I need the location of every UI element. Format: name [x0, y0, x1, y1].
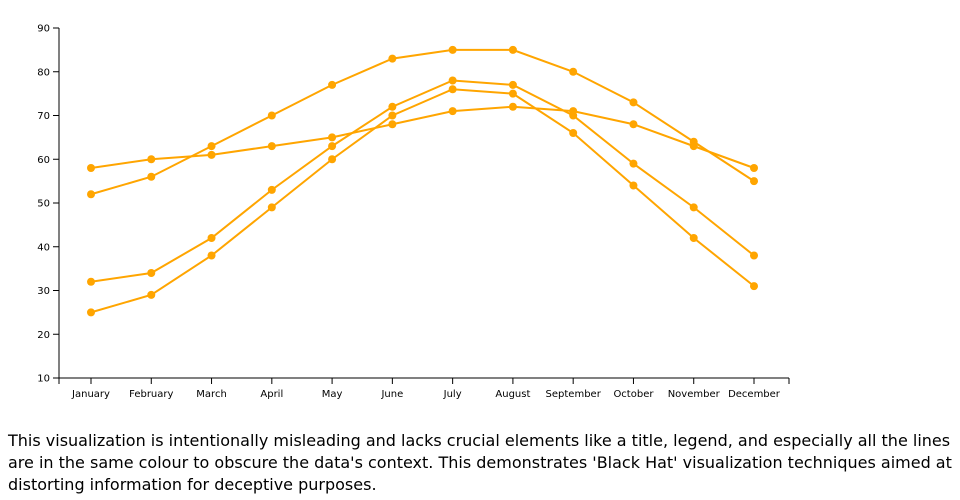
data-point [207, 251, 216, 260]
data-point [448, 76, 457, 85]
x-tick-label: November [668, 389, 721, 400]
data-point [147, 269, 156, 277]
x-tick-label: May [322, 389, 343, 400]
x-tick: November [668, 378, 721, 400]
data-point [207, 234, 216, 242]
y-tick-label: 30 [37, 286, 50, 297]
data-point [388, 111, 397, 120]
data-point [147, 155, 156, 164]
y-tick-label: 20 [37, 330, 50, 341]
x-tick-label: January [71, 389, 110, 400]
data-point [267, 203, 276, 212]
y-tick: 50 [37, 199, 59, 210]
data-point [569, 129, 578, 137]
data-point [750, 177, 758, 186]
data-point [689, 234, 698, 242]
x-tick: May [322, 378, 343, 400]
y-tick-label: 40 [37, 242, 50, 253]
y-tick-label: 80 [37, 67, 50, 78]
x-tick-label: December [728, 389, 781, 400]
series-2 [87, 102, 758, 172]
data-point [388, 120, 397, 129]
x-tick-label: October [613, 389, 654, 400]
y-tick: 60 [37, 155, 59, 166]
data-point [328, 142, 337, 151]
x-tick: January [71, 378, 110, 400]
data-point [267, 142, 276, 151]
x-tick: December [728, 378, 781, 400]
y-tick: 70 [37, 111, 59, 122]
data-point [629, 181, 638, 190]
x-tick-label: August [495, 389, 530, 400]
data-point [629, 159, 638, 168]
data-point [750, 164, 758, 172]
x-tick: June [380, 378, 403, 400]
data-point [147, 172, 156, 181]
y-tick: 40 [37, 242, 59, 253]
x-tick: February [129, 378, 174, 400]
x-tick-label: March [196, 389, 226, 400]
y-tick: 20 [37, 330, 59, 341]
series-line [90, 88, 755, 314]
data-point [87, 277, 95, 286]
data-point [569, 67, 578, 76]
data-point [689, 142, 698, 151]
data-point [267, 185, 276, 194]
x-tick: September [546, 378, 602, 400]
y-tick-label: 60 [37, 155, 50, 166]
data-point [328, 80, 337, 89]
data-point [508, 45, 517, 54]
x-tick: July [443, 378, 462, 400]
y-tick-label: 70 [37, 111, 50, 122]
data-point [508, 102, 517, 111]
x-tick: August [495, 378, 530, 400]
x-tick: October [613, 378, 654, 400]
series-line [90, 79, 755, 283]
data-point [750, 251, 758, 260]
data-point [328, 133, 337, 142]
x-tick-label: April [260, 389, 283, 400]
data-point [87, 164, 95, 172]
data-point [508, 89, 517, 98]
chart-caption: This visualization is intentionally misl… [8, 431, 952, 494]
data-point [328, 155, 337, 164]
data-point [87, 308, 95, 317]
line-chart: 10 20 30 40 50 60 70 80 90 January February March Ap… [37, 24, 790, 400]
y-tick-label: 50 [37, 199, 50, 210]
x-tick-label: February [129, 389, 173, 400]
series-line [90, 105, 755, 169]
data-point [448, 85, 457, 94]
data-point [629, 120, 638, 129]
data-point [569, 111, 578, 120]
x-tick-label: July [443, 389, 462, 400]
y-tick-label: 10 [37, 374, 50, 385]
data-point [629, 98, 638, 107]
y-tick: 90 [37, 24, 59, 35]
data-point [147, 290, 156, 299]
x-tick: March [196, 378, 227, 400]
y-tick-label: 90 [37, 24, 50, 35]
x-tick: April [260, 378, 283, 400]
series-4 [87, 85, 758, 317]
series-line [90, 48, 755, 196]
data-point [207, 150, 216, 159]
x-tick-label: June [380, 389, 403, 400]
y-tick: 80 [37, 67, 59, 78]
data-point [448, 45, 457, 54]
data-point [448, 107, 457, 116]
series-1 [87, 45, 758, 199]
data-point [267, 111, 276, 120]
y-tick: 30 [37, 286, 59, 297]
data-point [689, 203, 698, 212]
data-point [508, 80, 517, 89]
x-tick-label: September [546, 389, 602, 400]
data-point [207, 142, 216, 151]
y-tick: 10 [37, 374, 59, 385]
data-point [388, 54, 397, 63]
series-3 [87, 76, 758, 286]
data-point [388, 102, 397, 111]
data-point [750, 282, 758, 291]
data-point [87, 190, 95, 199]
